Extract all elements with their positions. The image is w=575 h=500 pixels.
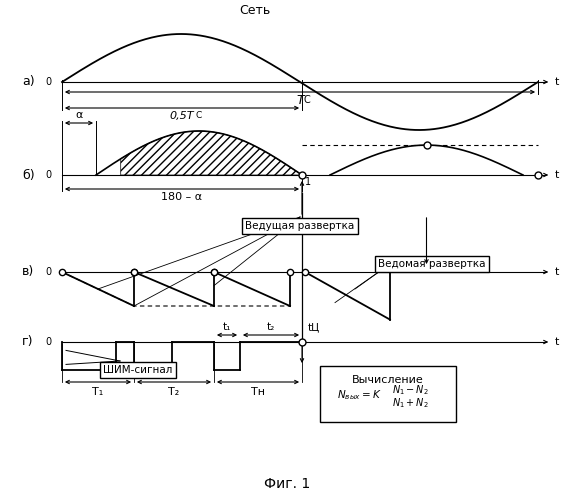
Text: t: t xyxy=(555,170,559,180)
Text: Фиг. 1: Фиг. 1 xyxy=(264,477,310,491)
Text: t: t xyxy=(555,337,559,347)
Text: 0: 0 xyxy=(46,170,52,180)
Text: t₁: t₁ xyxy=(223,322,231,332)
Text: $N_1 + N_2$: $N_1 + N_2$ xyxy=(392,396,428,410)
Text: Сеть: Сеть xyxy=(239,4,271,16)
Bar xyxy=(320,366,456,422)
Text: 0: 0 xyxy=(46,267,52,277)
Text: 180 – α: 180 – α xyxy=(162,192,202,202)
Text: 0,5T: 0,5T xyxy=(170,111,194,121)
Text: Tн: Tн xyxy=(251,387,265,397)
Text: г): г) xyxy=(22,336,33,348)
Text: Вычисление: Вычисление xyxy=(352,375,424,385)
Text: tЦ: tЦ xyxy=(308,322,320,332)
Text: $N_1 - N_2$: $N_1 - N_2$ xyxy=(392,383,428,397)
Text: α: α xyxy=(75,110,83,120)
Text: $N_{вых} = K$: $N_{вых} = K$ xyxy=(338,388,382,402)
Text: ШИМ-сигнал: ШИМ-сигнал xyxy=(104,365,172,375)
Text: 0: 0 xyxy=(46,337,52,347)
Text: t₂: t₂ xyxy=(267,322,275,332)
Text: Ведомая развертка: Ведомая развертка xyxy=(378,259,486,269)
Text: а): а) xyxy=(22,76,34,88)
Text: T₂: T₂ xyxy=(168,387,179,397)
Text: Ведущая развертка: Ведущая развертка xyxy=(246,221,355,231)
Text: t: t xyxy=(555,267,559,277)
Text: 1: 1 xyxy=(305,177,311,187)
Text: б): б) xyxy=(22,168,34,181)
Text: C: C xyxy=(196,112,202,120)
Text: в): в) xyxy=(22,266,34,278)
Text: T₁: T₁ xyxy=(93,387,104,397)
Text: 0: 0 xyxy=(46,77,52,87)
Text: T: T xyxy=(296,94,304,106)
Text: t: t xyxy=(555,77,559,87)
Text: C: C xyxy=(304,95,310,105)
